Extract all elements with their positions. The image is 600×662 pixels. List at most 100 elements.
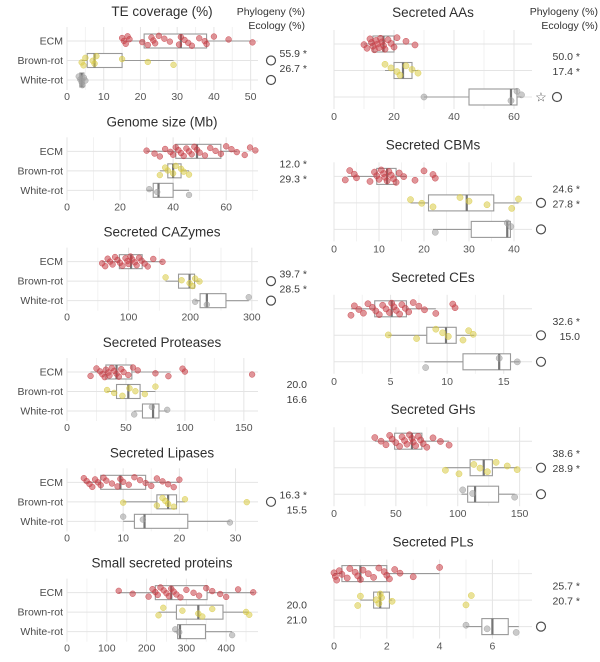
data-point bbox=[375, 175, 383, 183]
data-point bbox=[431, 174, 439, 182]
data-point bbox=[384, 331, 392, 339]
data-point bbox=[405, 308, 413, 316]
data-point bbox=[175, 41, 183, 48]
data-point bbox=[162, 145, 169, 153]
y-axis-label: Brown-rot bbox=[17, 607, 63, 619]
panel-genome-size: Genome size (Mb) 0 20 40 60 ECM Brown-rot White… bbox=[17, 114, 307, 213]
x-tick-label: 30 bbox=[171, 91, 183, 103]
data-point bbox=[225, 36, 232, 43]
data-point bbox=[179, 607, 186, 614]
data-point bbox=[115, 373, 123, 380]
annotation-value: 16.6 bbox=[287, 394, 308, 406]
annotation-value: 55.9 * bbox=[280, 48, 307, 60]
data-point bbox=[421, 306, 428, 314]
data-point bbox=[111, 389, 118, 397]
data-point bbox=[512, 629, 520, 636]
x-tick-label: 40 bbox=[208, 91, 220, 103]
outlier-circle-marker bbox=[535, 621, 547, 632]
data-point bbox=[503, 462, 511, 470]
data-point bbox=[459, 336, 467, 344]
legend-header-ecology: Ecology (%) bbox=[541, 20, 598, 32]
outlier-circle-marker bbox=[535, 224, 547, 235]
x-tick-label: 200 bbox=[138, 643, 156, 655]
data-point bbox=[420, 167, 428, 175]
data-point bbox=[209, 587, 216, 595]
data-point bbox=[246, 611, 253, 618]
data-point bbox=[185, 171, 193, 178]
data-point bbox=[161, 35, 168, 42]
panel-title: Secreted AAs bbox=[392, 5, 474, 20]
data-point bbox=[170, 484, 177, 491]
data-point bbox=[125, 481, 132, 488]
data-point bbox=[411, 176, 419, 184]
annotation-value: 15.0 bbox=[560, 331, 581, 343]
data-point bbox=[141, 390, 148, 398]
data-point bbox=[210, 33, 218, 40]
annotation-value: 29.3 * bbox=[280, 173, 307, 185]
x-tick-label: 50 bbox=[390, 508, 402, 520]
x-tick-label: 20 bbox=[135, 91, 147, 103]
data-point bbox=[93, 53, 100, 60]
panel-title: Genome size (Mb) bbox=[106, 114, 217, 129]
annotation-value: 28.9 * bbox=[553, 463, 580, 475]
data-point bbox=[341, 176, 349, 184]
data-point bbox=[155, 32, 162, 39]
data-point bbox=[150, 255, 157, 263]
data-point bbox=[245, 294, 252, 301]
data-point bbox=[203, 585, 210, 592]
data-point bbox=[129, 364, 137, 371]
panel-title: Small secreted proteins bbox=[91, 556, 232, 571]
data-point bbox=[415, 302, 423, 310]
x-tick-label: 0 bbox=[64, 532, 70, 544]
data-point bbox=[103, 386, 111, 394]
annotation-value: 26.7 * bbox=[280, 63, 307, 75]
data-point bbox=[122, 40, 129, 47]
data-point bbox=[180, 152, 187, 160]
x-tick-label: 0 bbox=[331, 111, 337, 123]
data-point bbox=[160, 604, 167, 611]
data-point bbox=[234, 586, 242, 593]
legend-header-ecology: Ecology (%) bbox=[248, 20, 305, 32]
data-point bbox=[131, 474, 138, 481]
data-point bbox=[109, 261, 116, 268]
data-point bbox=[465, 327, 472, 335]
data-point bbox=[162, 274, 169, 281]
x-tick-label: 60 bbox=[220, 201, 232, 213]
data-point bbox=[444, 333, 452, 340]
x-tick-label: 150 bbox=[511, 508, 529, 520]
outlier-circle-marker bbox=[535, 356, 547, 367]
annotation-value: 27.8 * bbox=[553, 198, 580, 210]
data-point bbox=[432, 325, 440, 333]
data-point bbox=[119, 392, 126, 399]
x-tick-label: 100 bbox=[120, 312, 138, 324]
data-point bbox=[459, 486, 467, 494]
outlier-circle-marker bbox=[265, 55, 277, 66]
annotation-value: 24.6 * bbox=[553, 183, 580, 195]
panel-title: TE coverage (%) bbox=[111, 4, 212, 19]
x-tick-label: 20 bbox=[388, 111, 400, 123]
x-tick-label: 40 bbox=[508, 243, 520, 255]
data-point bbox=[159, 478, 166, 485]
panel-secreted-lipases: Secreted Lipases 0 10 20 30 ECM Brown-rot White… bbox=[17, 445, 307, 544]
data-point bbox=[217, 590, 224, 598]
data-point bbox=[511, 493, 519, 501]
x-tick-label: 15 bbox=[498, 376, 510, 388]
data-point bbox=[102, 263, 109, 270]
data-point bbox=[437, 438, 444, 445]
data-point bbox=[338, 571, 346, 578]
y-axis-label: ECM bbox=[40, 256, 63, 268]
data-point bbox=[203, 301, 211, 308]
data-point bbox=[144, 58, 151, 66]
data-point bbox=[390, 43, 398, 51]
annotation-value: 20.0 bbox=[287, 600, 308, 612]
data-point bbox=[455, 470, 463, 478]
outlier-circle-marker bbox=[551, 91, 563, 103]
data-point bbox=[388, 597, 396, 605]
x-tick-label: 0 bbox=[64, 201, 70, 213]
panel-secreted-pls: Secreted PLs 0 2 4 6 25.7 * 20.7 * bbox=[330, 535, 580, 653]
data-point bbox=[82, 77, 89, 84]
data-point bbox=[465, 197, 473, 205]
data-point bbox=[79, 82, 86, 89]
data-point bbox=[347, 311, 355, 319]
outlier-circle-marker bbox=[265, 74, 277, 86]
